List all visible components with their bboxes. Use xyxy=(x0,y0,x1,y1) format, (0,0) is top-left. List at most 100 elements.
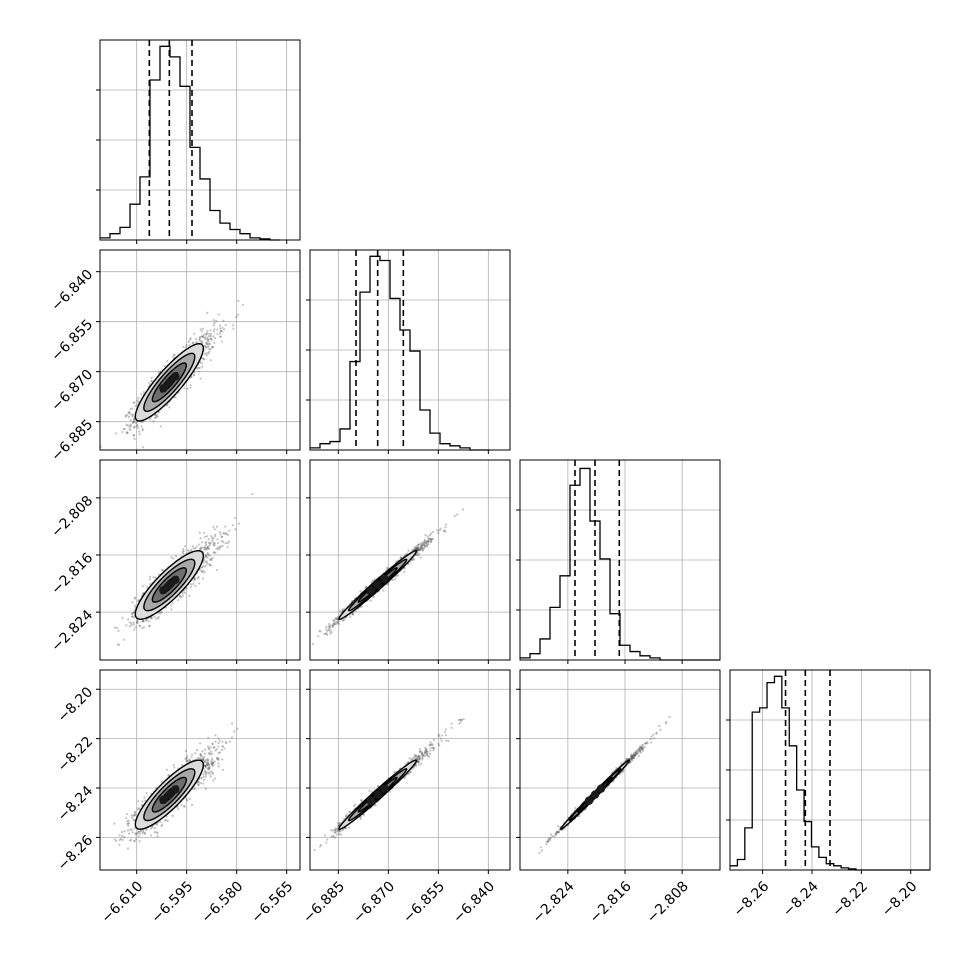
sample-point xyxy=(132,421,135,424)
sample-point xyxy=(127,411,130,414)
sample-point xyxy=(180,803,183,806)
sample-point xyxy=(414,755,417,758)
sample-point xyxy=(206,761,210,764)
sample-point xyxy=(416,548,419,551)
sample-point xyxy=(201,750,204,753)
density-peak-3-4-1 xyxy=(584,796,594,805)
sample-point xyxy=(157,617,160,620)
sample-point xyxy=(429,746,432,750)
sample-point xyxy=(220,540,223,543)
sample-point xyxy=(141,429,144,432)
sample-point xyxy=(135,422,138,425)
y-tick-label-4-1: −8.26 xyxy=(55,832,97,874)
sample-point xyxy=(136,621,139,625)
sample-point xyxy=(203,546,206,550)
sample-point xyxy=(631,754,635,758)
sample-point xyxy=(237,522,241,525)
sample-point xyxy=(386,567,389,570)
sample-point xyxy=(212,779,215,782)
sample-point xyxy=(338,610,341,613)
sample-point xyxy=(407,761,410,764)
scatter-frame-1-4 xyxy=(99,669,301,871)
sample-point xyxy=(348,826,351,829)
sample-point xyxy=(208,332,211,336)
sample-point xyxy=(189,386,192,389)
sample-point xyxy=(436,529,439,532)
sample-point xyxy=(211,762,214,765)
sample-point xyxy=(133,604,137,608)
sample-point xyxy=(430,537,433,541)
sample-point xyxy=(203,755,206,758)
sample-point xyxy=(629,755,632,758)
scatter-frame-2-3 xyxy=(309,459,511,661)
sample-point xyxy=(206,767,210,771)
sample-point xyxy=(422,547,425,550)
sample-point xyxy=(646,741,649,744)
sample-point xyxy=(545,840,548,843)
sample-point xyxy=(196,367,199,370)
sample-point xyxy=(212,335,215,338)
sample-point xyxy=(203,752,206,755)
sample-point xyxy=(418,548,421,551)
x-tick-label-3-3: −2.808 xyxy=(644,878,692,926)
sample-point xyxy=(188,344,191,347)
sample-point xyxy=(431,530,434,534)
sample-point xyxy=(203,764,206,768)
sample-point xyxy=(201,758,204,761)
sample-point xyxy=(161,823,164,826)
sample-point xyxy=(422,541,426,544)
sample-point xyxy=(432,747,435,750)
sample-point xyxy=(210,760,213,763)
sample-point xyxy=(649,737,652,741)
sample-point xyxy=(142,619,145,623)
sample-point xyxy=(133,813,136,817)
sample-point xyxy=(220,535,223,538)
sample-point xyxy=(431,744,434,747)
sample-point xyxy=(633,754,637,757)
sample-point xyxy=(115,839,118,843)
sample-point xyxy=(170,604,173,607)
density-peak-1-4-1 xyxy=(159,795,168,805)
sample-point xyxy=(133,401,136,404)
sample-point xyxy=(555,830,559,834)
sample-point xyxy=(634,753,638,757)
sample-point xyxy=(148,382,151,385)
sample-point xyxy=(630,754,634,757)
sample-point xyxy=(373,578,376,581)
sample-point xyxy=(640,747,644,750)
sample-point xyxy=(123,830,126,833)
sample-point xyxy=(426,543,429,546)
x-tick-label-4-1: −8.26 xyxy=(731,878,773,920)
sample-point xyxy=(447,739,450,743)
sample-point xyxy=(128,425,131,428)
sample-point xyxy=(209,337,213,340)
sample-point xyxy=(438,529,441,532)
sample-point xyxy=(415,548,418,551)
scatter-panel-1-4 xyxy=(96,669,301,874)
sample-point xyxy=(138,830,141,834)
sample-point xyxy=(205,764,209,767)
sample-point xyxy=(639,745,642,748)
sample-point xyxy=(211,752,214,755)
sample-point xyxy=(130,624,133,627)
sample-point xyxy=(427,540,430,543)
histogram-panel-1 xyxy=(96,39,301,244)
sample-point xyxy=(132,433,136,437)
sample-point xyxy=(644,742,647,745)
sample-point xyxy=(417,754,420,758)
sample-point xyxy=(182,590,185,593)
sample-point xyxy=(156,415,159,418)
sample-point xyxy=(212,537,215,540)
sample-point xyxy=(335,830,338,833)
sample-point xyxy=(549,838,552,841)
sample-point xyxy=(161,569,165,572)
sample-point xyxy=(424,533,427,537)
sample-point xyxy=(184,749,187,753)
sample-point xyxy=(444,530,447,533)
sample-point xyxy=(422,753,425,756)
sample-point xyxy=(211,762,214,766)
sample-point xyxy=(159,425,162,428)
sample-point xyxy=(425,750,428,753)
sample-point xyxy=(323,632,326,636)
